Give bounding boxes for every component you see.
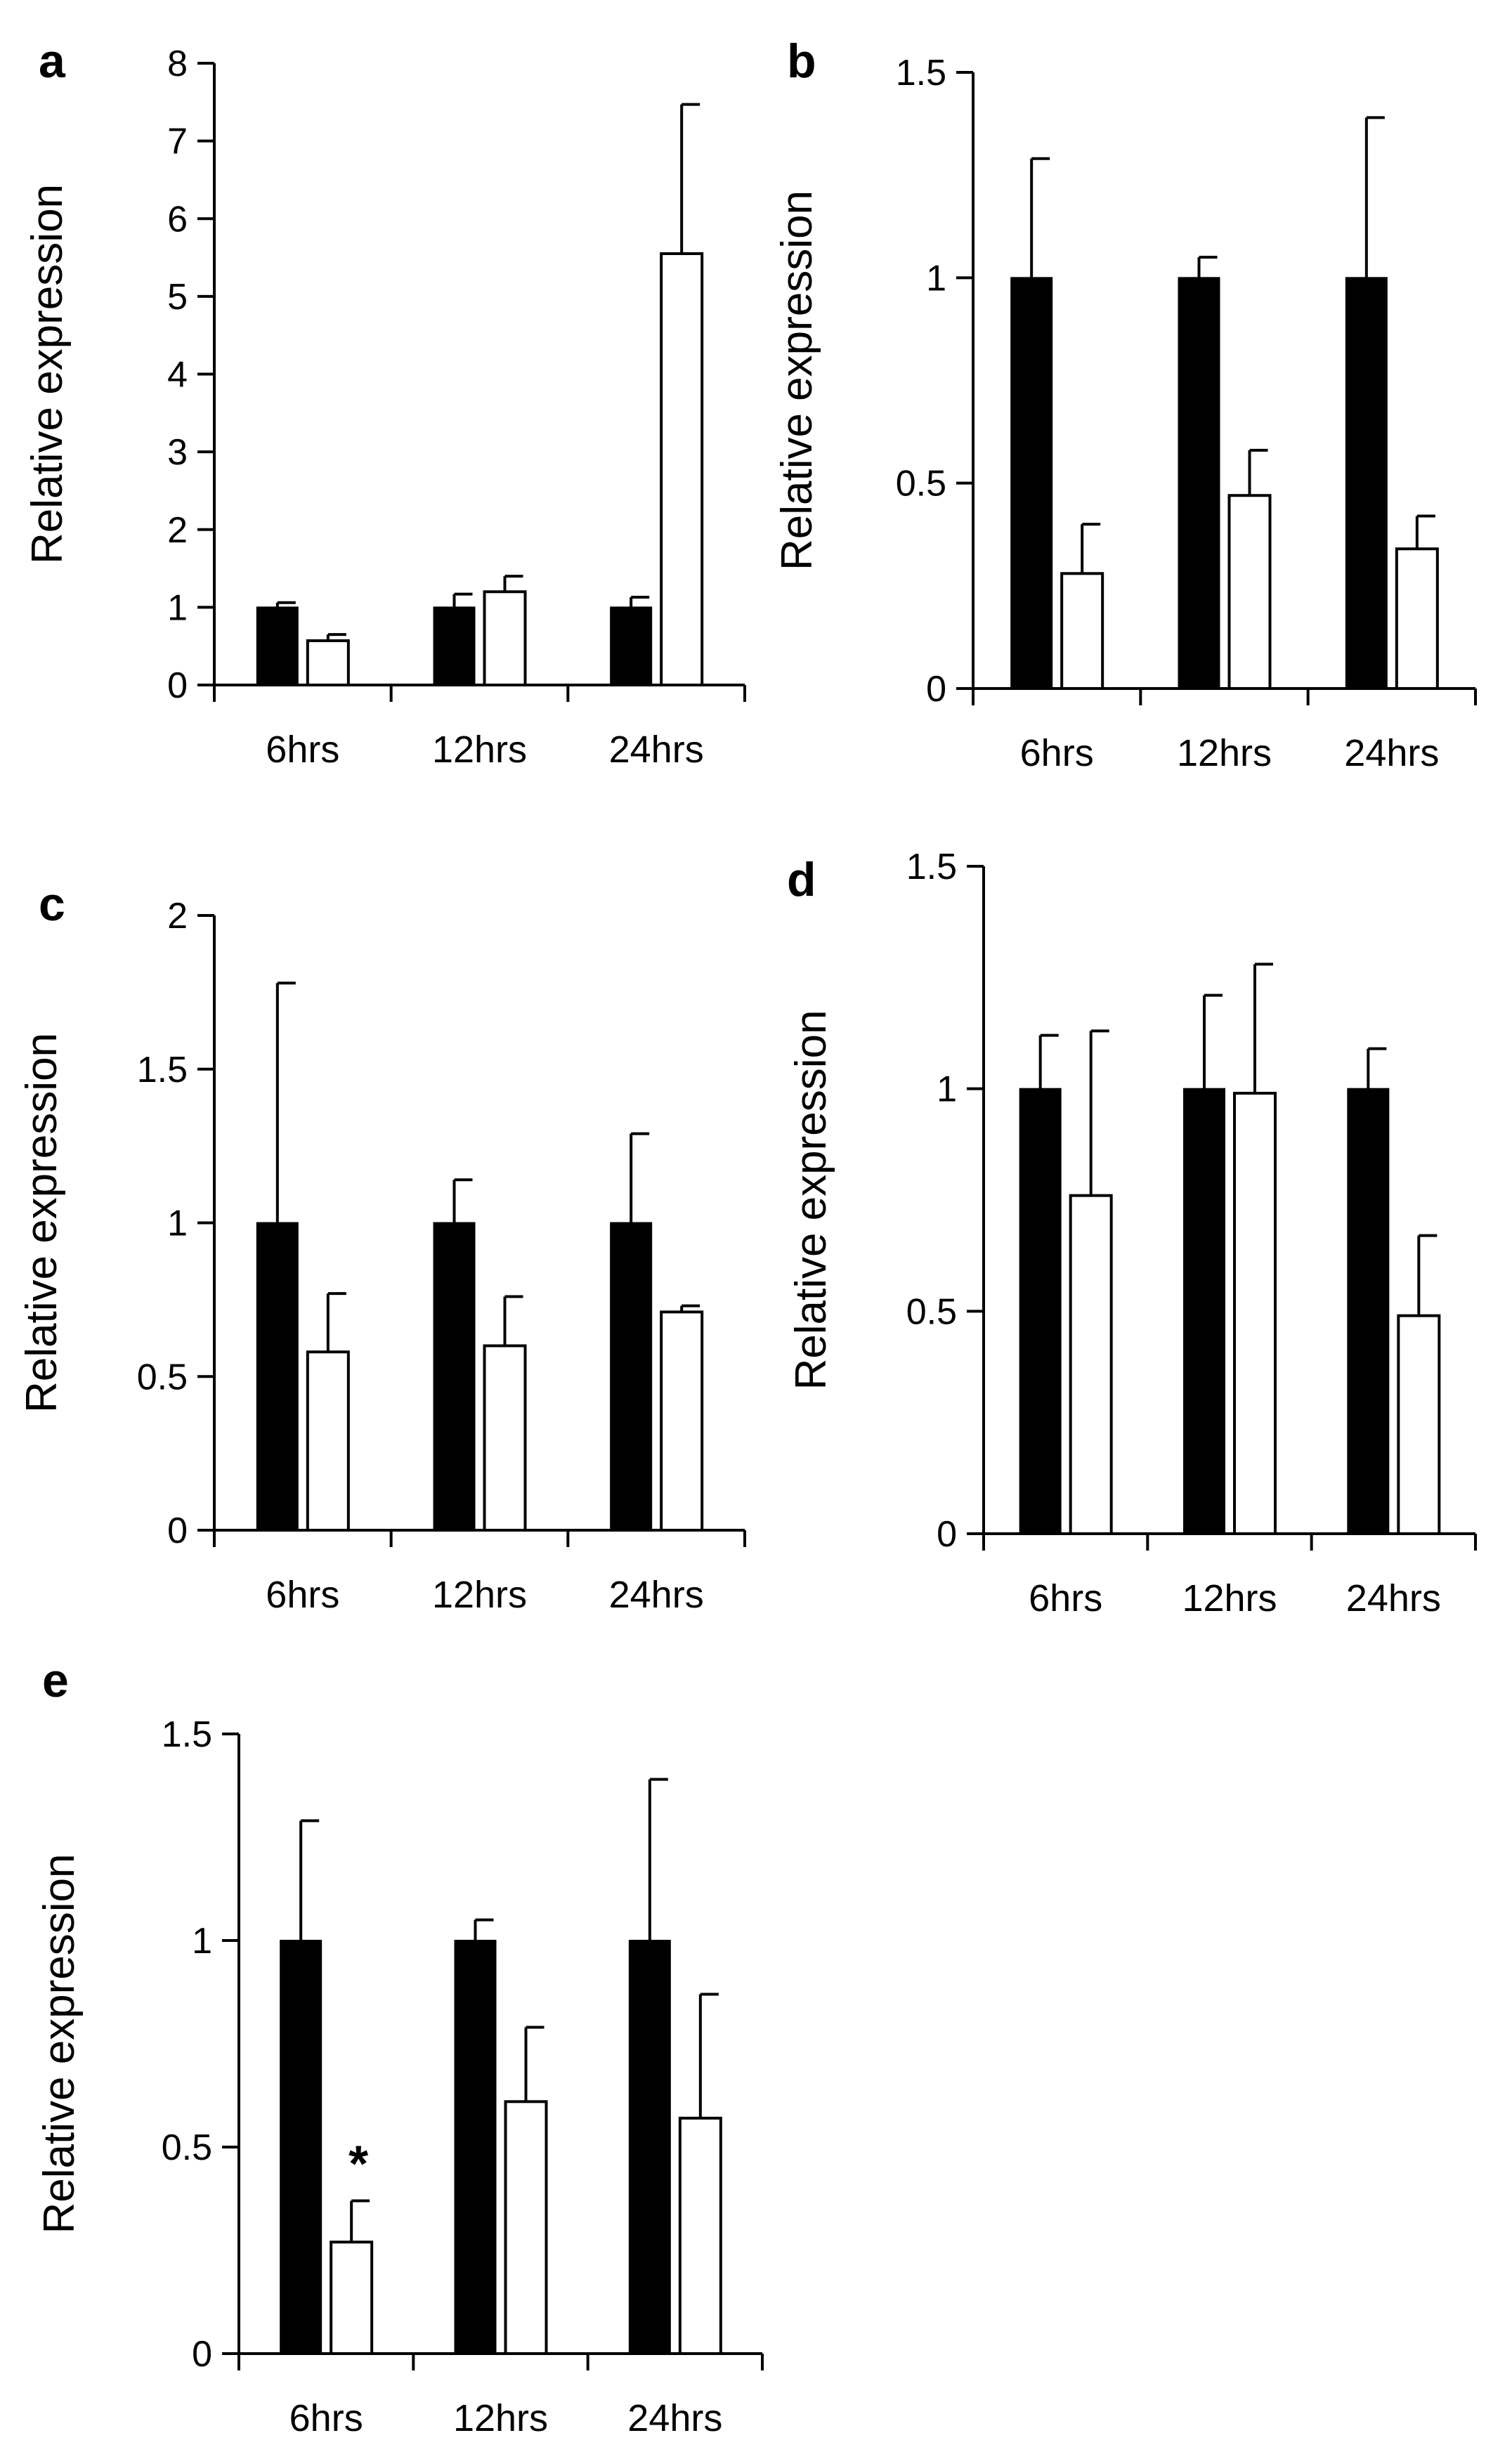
y-tick-label: 1.5 xyxy=(896,53,946,93)
bar-dark xyxy=(1347,1088,1390,1534)
y-tick-label: 1 xyxy=(926,258,946,299)
bar-light xyxy=(1397,1314,1441,1535)
bar-dark xyxy=(1183,1088,1225,1534)
bar-light xyxy=(306,639,350,686)
y-tick-label: 2 xyxy=(167,896,188,937)
x-category-label: 12hrs xyxy=(453,2397,548,2439)
x-category-label: 24hrs xyxy=(609,729,704,771)
y-tick-label: 0 xyxy=(192,2334,212,2375)
y-tick-label: 0 xyxy=(167,1511,188,1551)
x-category-label: 6hrs xyxy=(266,729,339,771)
panel-letter: c xyxy=(39,878,65,931)
panel-a: a Relative expression 0 1 2 3 4 5 6 7 8 6hrs 12hrs 24… xyxy=(23,34,746,771)
bar-dark xyxy=(256,1222,299,1531)
y-tick-label: 1 xyxy=(167,1204,188,1244)
bar-light xyxy=(504,2100,548,2356)
y-tick-label: 5 xyxy=(167,277,188,318)
x-category-label: 12hrs xyxy=(1177,732,1272,774)
bar-light xyxy=(483,590,527,686)
x-category-label: 24hrs xyxy=(1346,1577,1441,1619)
bar-light xyxy=(1227,494,1272,690)
panel-letter: a xyxy=(39,34,66,88)
y-tick-label: 0.5 xyxy=(162,2127,212,2168)
bar-light xyxy=(306,1350,350,1532)
y-tick-label: 2 xyxy=(167,510,188,551)
y-axis-title: Relative expression xyxy=(23,184,72,564)
bar-dark xyxy=(280,1940,322,2354)
x-category-label: 6hrs xyxy=(266,1574,339,1616)
bar-light xyxy=(1069,1194,1113,1535)
y-tick-label: 7 xyxy=(167,122,188,162)
y-tick-label: 1.5 xyxy=(162,1714,212,1755)
panel-b: b Relative expression 0 0.5 1 1.5 6hrs 12hrs 24h… xyxy=(773,34,1477,774)
panel-e: e Relative expression 0 0.5 1 1.5 6hrs 12hrs 24h… xyxy=(35,1654,764,2439)
y-tick-label: 0.5 xyxy=(896,464,946,504)
x-category-label: 24hrs xyxy=(609,1574,704,1616)
y-axis-title: Relative expression xyxy=(773,190,821,570)
panel-letter: d xyxy=(787,853,816,906)
y-axis-title: Relative expression xyxy=(35,1853,84,2233)
y-tick-label: 0 xyxy=(926,669,946,710)
bar-dark xyxy=(1345,277,1388,690)
bar-light xyxy=(483,1344,527,1532)
x-category-label: 12hrs xyxy=(432,1574,527,1616)
x-category-label: 6hrs xyxy=(289,2397,363,2439)
bar-light xyxy=(1233,1092,1277,1535)
bar-light xyxy=(660,1310,704,1532)
y-tick-label: 6 xyxy=(167,199,188,240)
bar-dark xyxy=(1010,277,1053,690)
bar-dark xyxy=(454,1940,497,2354)
x-category-label: 12hrs xyxy=(432,729,527,771)
panel-c: c Relative expression 0 0.5 1 1.5 2 6hrs 12hrs 24… xyxy=(18,878,746,1616)
bar-light xyxy=(660,252,704,686)
y-tick-label: 1.5 xyxy=(137,1050,188,1090)
y-tick-label: 4 xyxy=(167,355,188,396)
x-category-label: 24hrs xyxy=(627,2397,722,2439)
bar-dark xyxy=(1019,1088,1062,1534)
bar-dark xyxy=(433,1222,476,1531)
y-tick-label: 0 xyxy=(167,665,188,706)
x-category-label: 24hrs xyxy=(1344,732,1439,774)
bar-light xyxy=(1395,547,1439,690)
y-tick-label: 0.5 xyxy=(137,1357,188,1397)
y-tick-label: 1.5 xyxy=(906,847,957,887)
x-category-label: 6hrs xyxy=(1020,732,1094,774)
bar-dark xyxy=(628,1940,671,2354)
bar-dark xyxy=(433,606,476,686)
y-axis-title: Relative expression xyxy=(787,1010,835,1390)
y-tick-label: 0 xyxy=(937,1514,957,1555)
bar-light xyxy=(1060,572,1104,690)
bar-light xyxy=(678,2116,722,2356)
x-category-label: 6hrs xyxy=(1029,1577,1102,1619)
y-tick-label: 1 xyxy=(167,587,188,628)
panel-letter: b xyxy=(787,34,816,88)
panel-letter: e xyxy=(42,1654,69,1707)
significance-asterisk: * xyxy=(348,2136,368,2192)
y-tick-label: 3 xyxy=(167,432,188,473)
bar-light xyxy=(330,2241,374,2355)
y-axis-title: Relative expression xyxy=(18,1033,66,1413)
bar-dark xyxy=(256,606,299,686)
bar-dark xyxy=(610,606,653,686)
y-tick-label: 1 xyxy=(192,1921,212,1962)
y-tick-label: 1 xyxy=(937,1069,957,1110)
y-tick-label: 0.5 xyxy=(906,1291,957,1332)
panel-d: d Relative expression 0 0.5 1 1.5 6hrs 12hrs 24h… xyxy=(787,847,1477,1619)
bar-dark xyxy=(610,1222,653,1531)
bar-dark xyxy=(1178,277,1220,690)
x-category-label: 12hrs xyxy=(1182,1577,1277,1619)
y-tick-label: 8 xyxy=(167,44,188,84)
